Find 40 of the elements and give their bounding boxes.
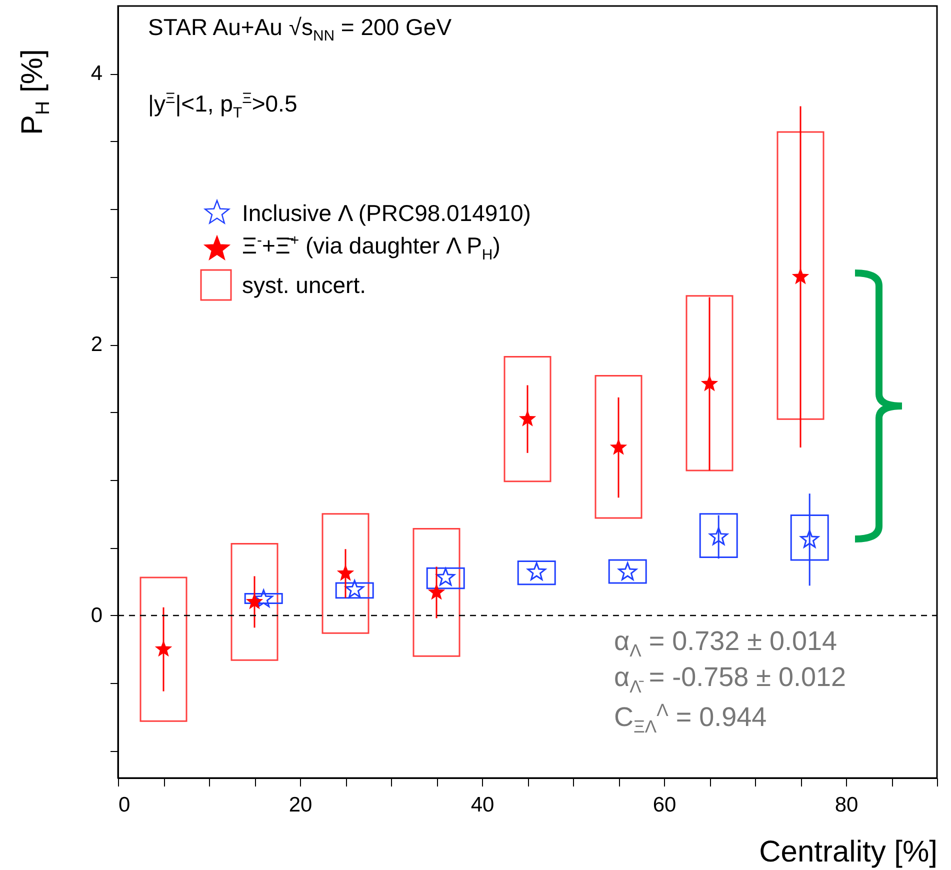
x-tick-label: 80 xyxy=(834,794,858,816)
bar xyxy=(517,560,556,586)
point xyxy=(254,589,273,608)
point xyxy=(610,438,628,455)
annotation: |y$^{Ξ}$|<1, p$_{T}$$^{Ξ}$>0.5 xyxy=(148,90,298,122)
annotation: α$_{Λ̄}$ = -0.758 ± 0.012 xyxy=(614,662,846,696)
bar xyxy=(322,513,370,634)
point xyxy=(700,374,718,392)
bar xyxy=(686,295,734,472)
annotation: STAR Au+Au √s$_{NN}$ = 200 GeV xyxy=(148,14,452,45)
bar xyxy=(608,559,647,584)
bar xyxy=(412,528,460,657)
point xyxy=(792,268,810,284)
x-tick-label: 60 xyxy=(652,794,676,816)
bar xyxy=(140,576,188,722)
point xyxy=(246,592,264,610)
point xyxy=(345,580,364,598)
bar xyxy=(230,542,278,661)
annotation: α$_{Λ}$ = 0.732 ± 0.014 xyxy=(614,626,838,660)
bar xyxy=(594,374,642,519)
point xyxy=(154,640,172,657)
bar xyxy=(504,356,552,482)
annotation: C$_{ΞΛ}$$^{Λ}$ = 0.944 xyxy=(614,700,767,736)
legend-label: Ξ$^{-}$+Ξ̄$^{+}$ (via daughter Λ P$_{H}$) xyxy=(242,232,500,264)
y-tick-label: 0 xyxy=(90,604,102,627)
point xyxy=(428,583,446,600)
x-axis-title: Centrality [%] xyxy=(759,836,938,868)
bar xyxy=(699,513,738,558)
x-tick-label: 20 xyxy=(288,794,312,816)
y-tick-label: 4 xyxy=(90,62,103,86)
point xyxy=(518,410,536,426)
x-tick-label: 40 xyxy=(470,794,494,816)
bar xyxy=(335,582,374,599)
legend-label: Inclusive Λ (PRC98.014910) xyxy=(242,200,531,226)
bar xyxy=(776,131,824,420)
point xyxy=(336,564,354,581)
y-tick-label: 2 xyxy=(90,333,102,356)
x-tick-label: 0 xyxy=(118,794,130,816)
bar xyxy=(426,567,465,590)
legend-label: syst. uncert. xyxy=(242,272,366,298)
